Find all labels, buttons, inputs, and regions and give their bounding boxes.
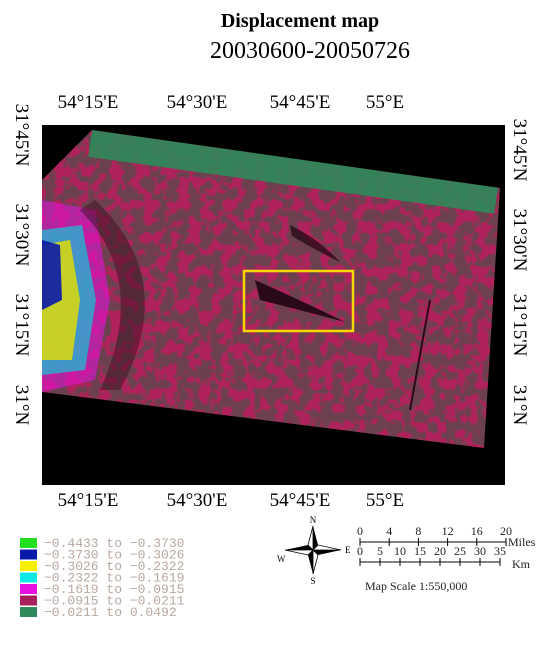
legend-swatch <box>20 607 37 617</box>
legend-label: −0.4433 to −0.3730 <box>44 536 184 551</box>
bottom-lon-label: 54°15'E <box>58 490 119 511</box>
miles-unit: Miles <box>508 535 536 549</box>
top-lon-label: 54°45'E <box>270 92 331 113</box>
legend-swatch <box>20 549 37 560</box>
legend-swatch <box>20 561 37 571</box>
top-lon-label: 54°15'E <box>58 92 119 113</box>
subtitle: 20030600-20050726 <box>210 38 410 64</box>
compass-n: N <box>310 515 317 525</box>
study-area-box <box>242 269 355 333</box>
km-label: 0 <box>357 544 363 558</box>
km-label: 5 <box>377 544 383 558</box>
km-unit: Km <box>512 557 531 571</box>
compass-s: S <box>310 576 315 586</box>
bottom-lon-label: 54°45'E <box>270 490 331 511</box>
bottom-lon-label: 55°E <box>366 490 404 511</box>
right-lat-label: 31°45'N <box>509 119 530 182</box>
title: Displacement map <box>221 10 379 32</box>
left-lat-label: 31°N <box>11 385 32 426</box>
left-lat-label: 31°45'N <box>11 104 32 167</box>
right-lat-label: 31°30'N <box>509 209 530 272</box>
top-lon-label: 54°30'E <box>167 92 228 113</box>
miles-label: 8 <box>415 524 421 538</box>
right-lat-label: 31°15'N <box>509 294 530 357</box>
km-label: 25 <box>454 544 466 558</box>
miles-label: 20 <box>500 524 512 538</box>
top-lon-label: 55°E <box>366 92 404 113</box>
km-label: 10 <box>394 544 406 558</box>
km-label: 35 <box>494 544 506 558</box>
miles-label: 16 <box>471 524 483 538</box>
legend-label: −0.3730 to −0.3026 <box>44 548 184 563</box>
km-label: 20 <box>434 544 446 558</box>
legend-swatch <box>20 538 37 548</box>
compass-w: W <box>277 554 286 564</box>
legend-label: −0.1619 to −0.0915 <box>44 582 184 597</box>
legend-swatch <box>20 584 37 594</box>
scale-caption: Map Scale 1:550,000 <box>365 579 467 593</box>
km-label: 15 <box>414 544 426 558</box>
bottom-lon-label: 54°30'E <box>167 490 228 511</box>
map-raster <box>42 130 500 448</box>
right-lat-label: 31°N <box>509 385 530 426</box>
legend-label: −0.0211 to 0.0492 <box>44 605 177 620</box>
compass-rose: N E S W <box>277 515 351 586</box>
miles-label: 12 <box>442 524 454 538</box>
miles-label: 4 <box>386 524 392 538</box>
compass-e: E <box>345 545 351 555</box>
left-lat-label: 31°30'N <box>11 204 32 267</box>
legend-label: −0.3026 to −0.2322 <box>44 559 184 574</box>
miles-label: 0 <box>357 524 363 538</box>
legend-swatch <box>20 595 37 606</box>
legend-label: −0.2322 to −0.1619 <box>44 571 184 586</box>
legend-label: −0.0915 to −0.0211 <box>44 594 185 609</box>
km-label: 30 <box>474 544 486 558</box>
legend-swatch <box>20 572 37 583</box>
left-lat-label: 31°15'N <box>11 294 32 357</box>
